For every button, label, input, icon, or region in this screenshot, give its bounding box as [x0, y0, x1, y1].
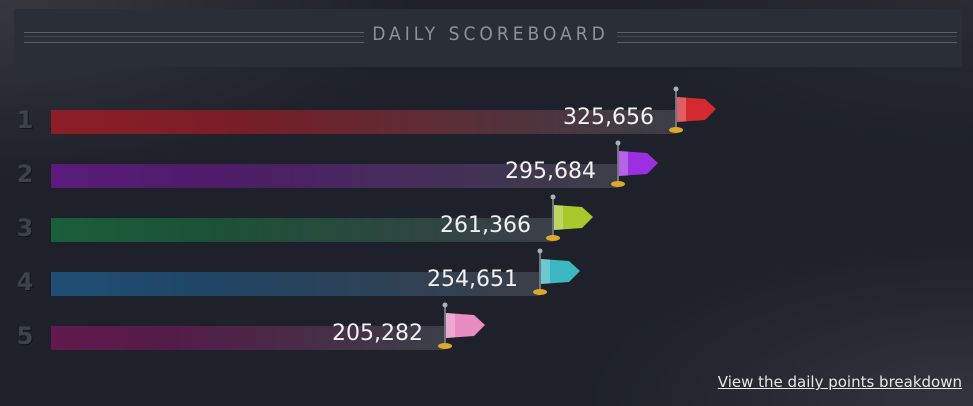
rank-number: 3 — [16, 214, 34, 242]
flag-cloth — [554, 205, 593, 230]
header-rule-left — [24, 32, 364, 43]
scoreboard-row: 2 295,684 — [0, 140, 973, 194]
rank-number: 4 — [16, 268, 34, 296]
flag-highlight — [554, 205, 563, 230]
rank-number: 1 — [16, 106, 34, 134]
flag-pole-tip — [615, 140, 621, 146]
flag-pole — [552, 197, 554, 237]
pink-flag-icon — [438, 302, 485, 349]
purple-flag-icon — [611, 140, 658, 187]
header-rule-right — [617, 32, 957, 43]
score-bar — [51, 272, 540, 296]
flag-base — [546, 235, 560, 241]
rank-number: 2 — [16, 160, 34, 188]
flag-highlight — [446, 313, 455, 338]
scoreboard-row: 1 325,656 — [0, 86, 973, 140]
flag-pole — [539, 251, 541, 291]
scoreboard-header: DAILY SCOREBOARD — [14, 9, 962, 67]
score-bar — [51, 326, 445, 350]
flag-base — [533, 289, 547, 295]
lime-flag-icon — [546, 194, 593, 241]
rank-number: 5 — [16, 322, 34, 350]
flag-base — [669, 127, 683, 133]
scoreboard-row: 4 254,651 — [0, 248, 973, 302]
flag-base — [438, 343, 452, 349]
daily-points-breakdown-link[interactable]: View the daily points breakdown — [717, 373, 962, 391]
score-value: 261,366 — [440, 213, 531, 238]
flag-pole-tip — [673, 86, 679, 92]
cyan-flag-icon — [533, 248, 580, 295]
score-value: 205,282 — [332, 321, 423, 346]
score-bar — [51, 164, 618, 188]
flag-pole-tip — [550, 194, 556, 200]
scoreboard-title: DAILY SCOREBOARD — [372, 23, 609, 45]
flag-highlight — [541, 259, 550, 284]
score-value: 254,651 — [427, 267, 518, 292]
score-value: 325,656 — [563, 105, 654, 130]
flag-cloth — [541, 259, 580, 284]
flag-pole — [444, 305, 446, 345]
flag-cloth — [446, 313, 485, 338]
flag-cloth — [619, 151, 658, 176]
red-flag-icon — [669, 86, 716, 133]
flag-highlight — [619, 151, 628, 176]
flag-pole-tip — [537, 248, 543, 254]
flag-pole — [675, 89, 677, 129]
flag-cloth — [677, 97, 716, 122]
flag-highlight — [677, 97, 686, 122]
flag-pole-tip — [442, 302, 448, 308]
score-bar — [51, 110, 676, 134]
score-value: 295,684 — [505, 159, 596, 184]
flag-pole — [617, 143, 619, 183]
scoreboard-row: 3 261,366 — [0, 194, 973, 248]
flag-base — [611, 181, 625, 187]
scoreboard-row: 5 205,282 — [0, 302, 973, 356]
score-bar — [51, 218, 553, 242]
